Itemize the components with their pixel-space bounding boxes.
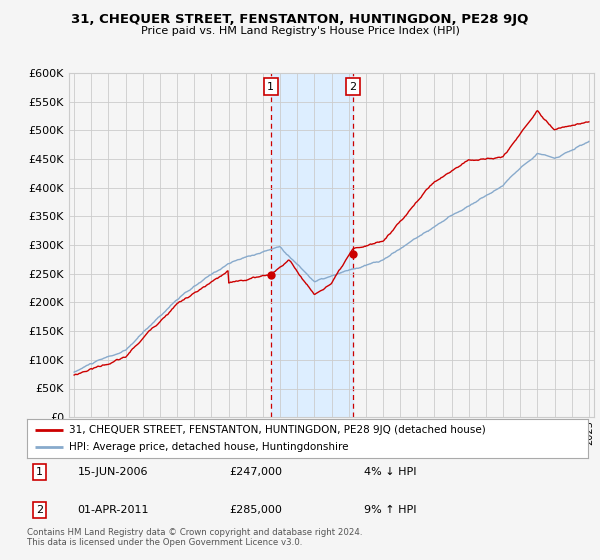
Text: 1: 1 <box>267 82 274 92</box>
Text: 4% ↓ HPI: 4% ↓ HPI <box>364 467 416 477</box>
Text: Contains HM Land Registry data © Crown copyright and database right 2024.
This d: Contains HM Land Registry data © Crown c… <box>27 528 362 547</box>
Text: 2: 2 <box>36 505 43 515</box>
Text: 2: 2 <box>349 82 356 92</box>
Text: 15-JUN-2006: 15-JUN-2006 <box>77 467 148 477</box>
Text: 1: 1 <box>36 467 43 477</box>
Text: Price paid vs. HM Land Registry's House Price Index (HPI): Price paid vs. HM Land Registry's House … <box>140 26 460 36</box>
Text: £247,000: £247,000 <box>229 467 282 477</box>
Text: £285,000: £285,000 <box>229 505 282 515</box>
Text: 31, CHEQUER STREET, FENSTANTON, HUNTINGDON, PE28 9JQ (detached house): 31, CHEQUER STREET, FENSTANTON, HUNTINGD… <box>69 424 486 435</box>
Text: 9% ↑ HPI: 9% ↑ HPI <box>364 505 416 515</box>
Text: 31, CHEQUER STREET, FENSTANTON, HUNTINGDON, PE28 9JQ: 31, CHEQUER STREET, FENSTANTON, HUNTINGD… <box>71 13 529 26</box>
Bar <box>271 73 353 417</box>
Text: HPI: Average price, detached house, Huntingdonshire: HPI: Average price, detached house, Hunt… <box>69 442 349 452</box>
Text: 01-APR-2011: 01-APR-2011 <box>77 505 149 515</box>
